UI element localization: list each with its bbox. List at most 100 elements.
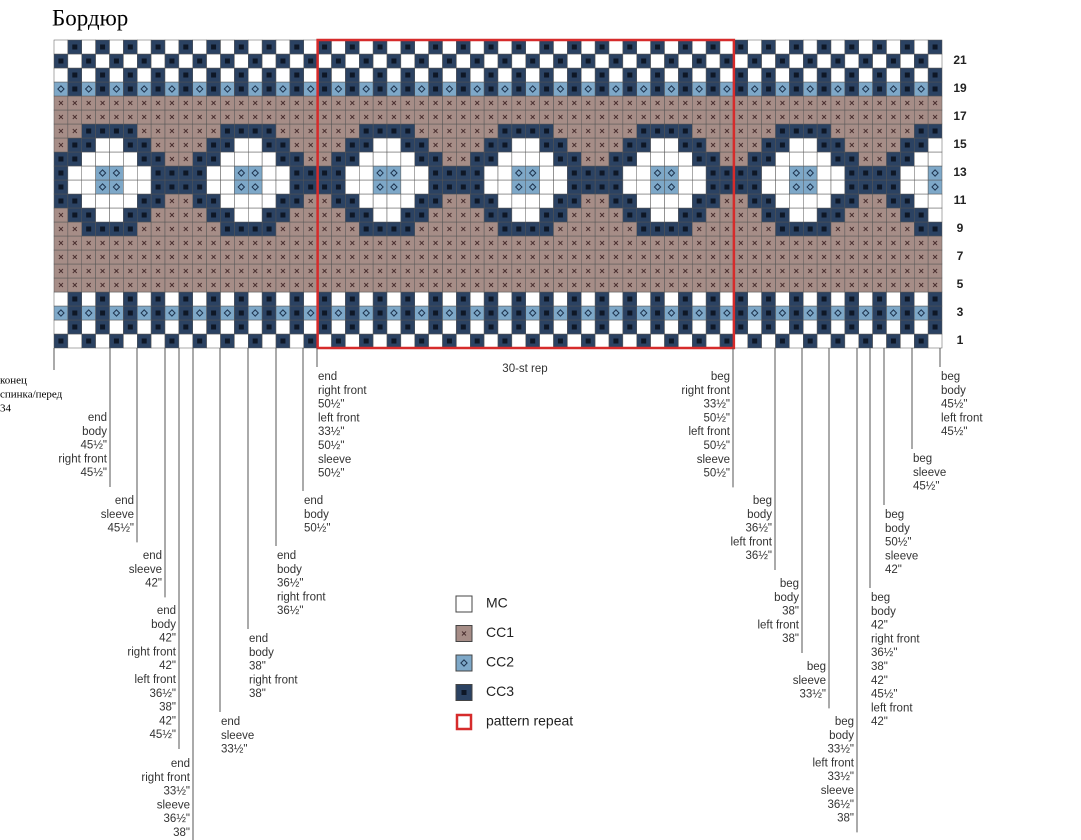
stitch-cell <box>317 53 332 69</box>
cross-mark <box>308 226 314 232</box>
annotation-text: 38" <box>249 661 266 673</box>
square-mark <box>710 170 716 176</box>
square-mark <box>877 170 883 176</box>
cross-mark <box>599 268 605 274</box>
cross-mark <box>752 114 758 120</box>
square-mark <box>904 72 910 78</box>
cross-mark <box>86 254 92 260</box>
square-mark <box>335 338 341 344</box>
cross-mark <box>655 254 660 260</box>
square-mark <box>197 58 203 64</box>
diamond-mark <box>750 309 759 317</box>
stitch-cell <box>803 67 818 83</box>
cross-mark <box>349 100 355 106</box>
cross-mark <box>918 240 924 246</box>
diamond-mark <box>653 169 662 177</box>
cross-mark <box>86 282 92 288</box>
annotation-text: beg <box>780 578 799 590</box>
square-mark <box>363 128 369 134</box>
stitch-cell <box>608 67 624 83</box>
stitch-cell <box>386 151 402 167</box>
stitch-cell <box>386 39 402 55</box>
diamond-mark <box>112 309 121 317</box>
square-mark <box>294 170 300 176</box>
cross-mark <box>682 114 688 120</box>
cross-mark <box>655 268 660 274</box>
cross-mark <box>169 226 175 232</box>
cross-mark <box>474 226 480 232</box>
square-mark <box>655 324 661 330</box>
annotation-text: left front <box>688 426 730 438</box>
cross-mark <box>918 114 924 120</box>
stitch-cell <box>483 53 499 69</box>
cross-mark <box>266 100 272 106</box>
square-mark <box>627 86 633 92</box>
stitch-cell <box>81 319 96 335</box>
square-mark <box>516 128 522 134</box>
cross-mark <box>488 268 494 274</box>
square-mark <box>211 324 217 330</box>
square-mark <box>752 156 758 162</box>
cross-mark <box>613 254 619 260</box>
diamond-mark <box>223 309 232 317</box>
cross-mark <box>308 142 314 148</box>
stitch-cell <box>803 207 818 223</box>
stitch-cell <box>775 165 790 181</box>
diamond-mark <box>653 183 662 191</box>
stitch-cell <box>220 39 235 55</box>
square-mark <box>613 156 619 162</box>
annotation-text: 42" <box>871 716 888 728</box>
stitch-cell <box>372 151 388 167</box>
stitch-cell <box>636 81 651 97</box>
stitch-cell <box>331 67 346 83</box>
square-mark <box>141 58 147 64</box>
cross-mark <box>474 254 480 260</box>
stitch-cell <box>192 81 207 97</box>
square-mark <box>655 296 661 302</box>
annotation-text: beg <box>871 592 890 604</box>
stitch-cell <box>789 151 804 167</box>
cross-mark <box>238 282 244 288</box>
square-mark <box>710 198 716 204</box>
cross-mark <box>183 128 189 134</box>
annotation-text: beg <box>807 661 826 673</box>
square-mark <box>224 338 230 344</box>
cross-mark <box>308 198 314 204</box>
cross-mark <box>835 254 841 260</box>
diamond-mark <box>445 85 454 93</box>
square-mark <box>308 170 314 176</box>
diamond-mark <box>917 309 926 317</box>
cross-mark <box>863 226 869 232</box>
cross-mark <box>752 226 758 232</box>
stitch-cell <box>650 179 665 195</box>
cross-mark <box>530 100 536 106</box>
stitch-cell <box>664 305 679 321</box>
square-mark <box>238 310 244 316</box>
cross-mark <box>183 282 189 288</box>
square-mark <box>904 156 910 162</box>
stitch-cell <box>539 179 554 195</box>
cross-mark <box>100 114 105 120</box>
cross-mark <box>183 226 189 232</box>
cross-mark <box>766 254 771 260</box>
cross-mark <box>849 114 855 120</box>
cross-mark <box>891 268 896 274</box>
square-mark <box>460 324 466 330</box>
square-mark <box>433 310 439 316</box>
stitch-cell <box>123 193 138 209</box>
stitch-cell <box>747 81 762 97</box>
annotation-text: 33½" <box>221 744 247 756</box>
square-mark <box>294 324 300 330</box>
cross-mark <box>571 268 577 274</box>
stitch-cell <box>234 137 249 153</box>
square-mark <box>113 226 119 232</box>
stitch-cell <box>123 179 138 195</box>
row-number: 5 <box>957 277 964 291</box>
stitch-cell <box>386 319 402 335</box>
diamond-mark <box>279 85 287 93</box>
cross-mark <box>211 226 216 232</box>
square-mark <box>627 212 633 218</box>
cross-mark <box>849 142 855 148</box>
square-mark <box>433 324 439 330</box>
stitch-cell <box>886 319 901 335</box>
